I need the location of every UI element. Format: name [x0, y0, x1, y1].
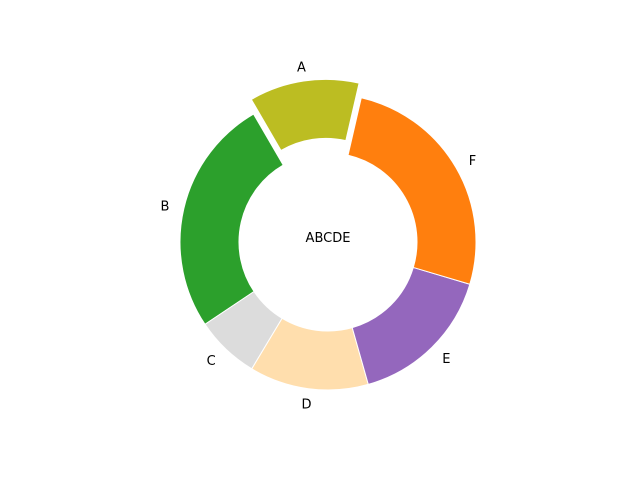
- slice-label-e: E: [442, 352, 450, 367]
- slice-label-f: F: [469, 154, 476, 169]
- slice-label-d: D: [301, 397, 311, 412]
- slice-label-b: B: [160, 199, 169, 214]
- donut-center-label: ABCDE: [306, 231, 351, 246]
- donut-slice-e: [351, 266, 471, 386]
- donut-slice-b: [179, 113, 284, 326]
- donut-slice-a: [250, 78, 360, 152]
- slice-label-a: A: [297, 60, 306, 75]
- chart-slices: [179, 78, 477, 391]
- slice-label-c: C: [207, 354, 216, 369]
- donut-slice-f: [347, 97, 477, 285]
